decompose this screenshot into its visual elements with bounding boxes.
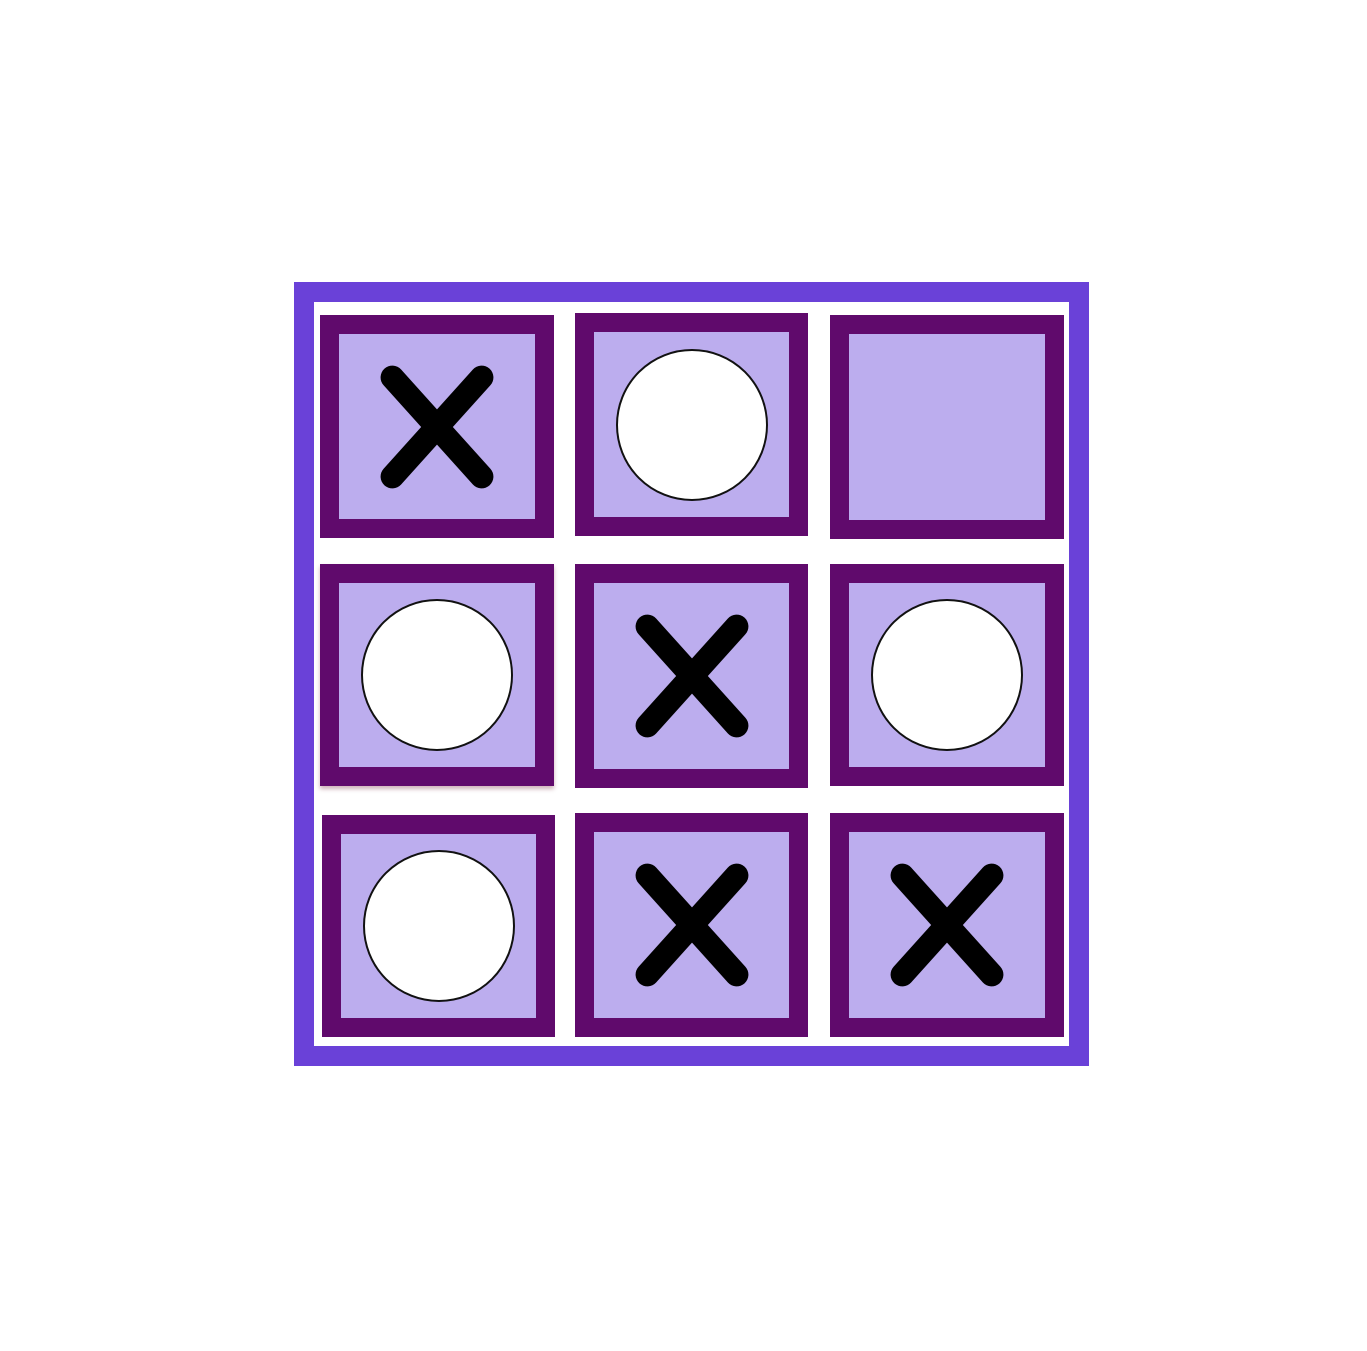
cell-r2-c2[interactable]: [575, 564, 808, 788]
o-mark-icon: [615, 348, 768, 501]
cell-r1-c2[interactable]: [575, 313, 808, 536]
cell-r2-c1[interactable]: [320, 564, 554, 786]
o-mark-icon: [361, 599, 513, 751]
cell-r1-c3[interactable]: [830, 315, 1064, 539]
cell-r3-c1[interactable]: [322, 815, 555, 1037]
cell-r3-c2[interactable]: [575, 813, 808, 1037]
x-mark-icon: [380, 365, 494, 488]
x-mark-icon: [890, 863, 1004, 987]
game-board: [294, 282, 1089, 1066]
o-mark-icon: [871, 599, 1023, 751]
x-mark-icon: [635, 614, 748, 738]
x-mark-icon: [635, 863, 748, 987]
o-mark-icon: [362, 850, 515, 1002]
cell-r2-c3[interactable]: [830, 564, 1064, 786]
cell-r1-c1[interactable]: [320, 315, 554, 538]
cell-r3-c3[interactable]: [830, 813, 1064, 1037]
